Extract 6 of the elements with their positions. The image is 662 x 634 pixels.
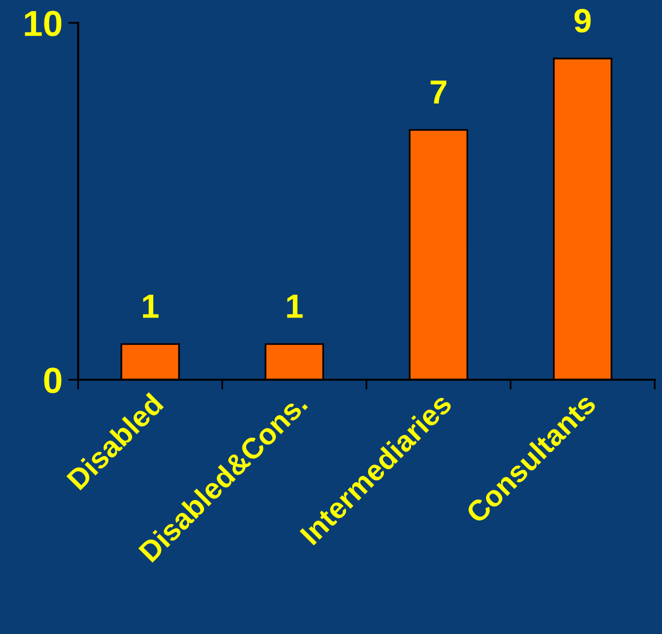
y-tick-label: 10 bbox=[24, 10, 62, 36]
data-label: 1 bbox=[287, 294, 303, 318]
data-label: 1 bbox=[143, 294, 159, 318]
y-tick-label: 0 bbox=[44, 368, 62, 394]
data-label: 9 bbox=[574, 8, 591, 32]
data-label: 7 bbox=[430, 80, 446, 104]
